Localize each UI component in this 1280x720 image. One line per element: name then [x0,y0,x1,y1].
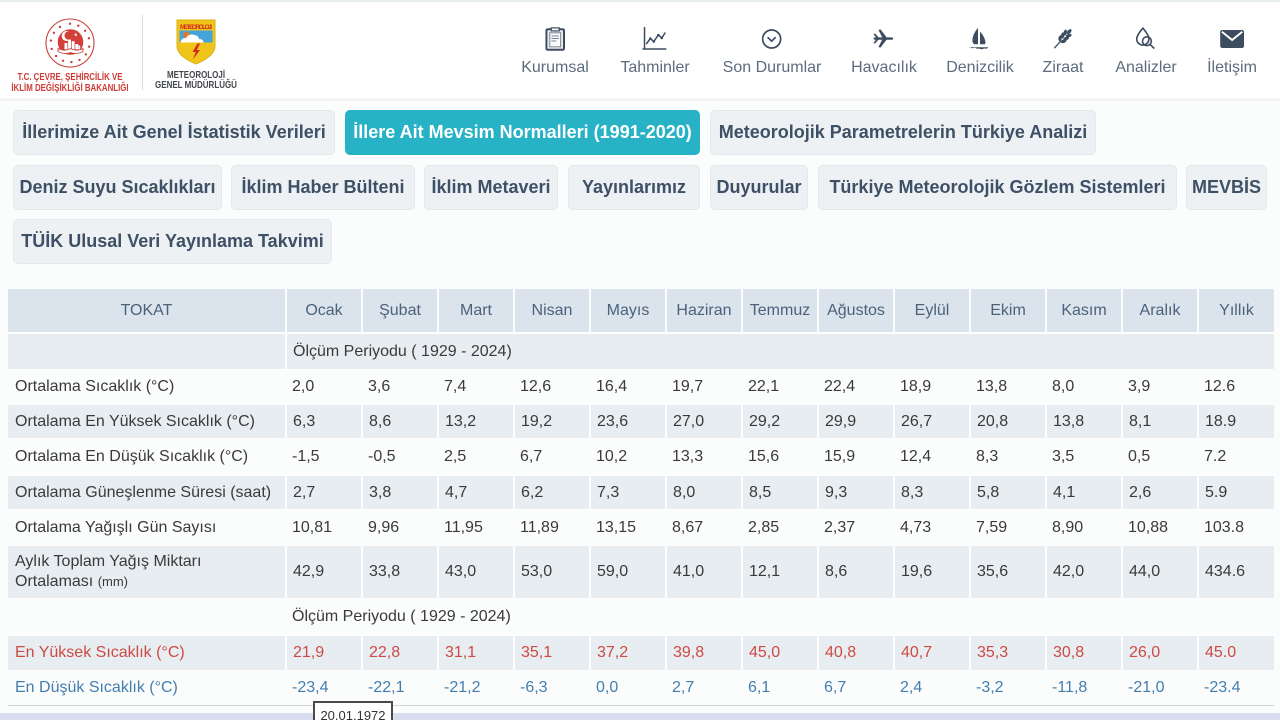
svg-text:METEOROLOJI: METEOROLOJI [180,24,212,31]
